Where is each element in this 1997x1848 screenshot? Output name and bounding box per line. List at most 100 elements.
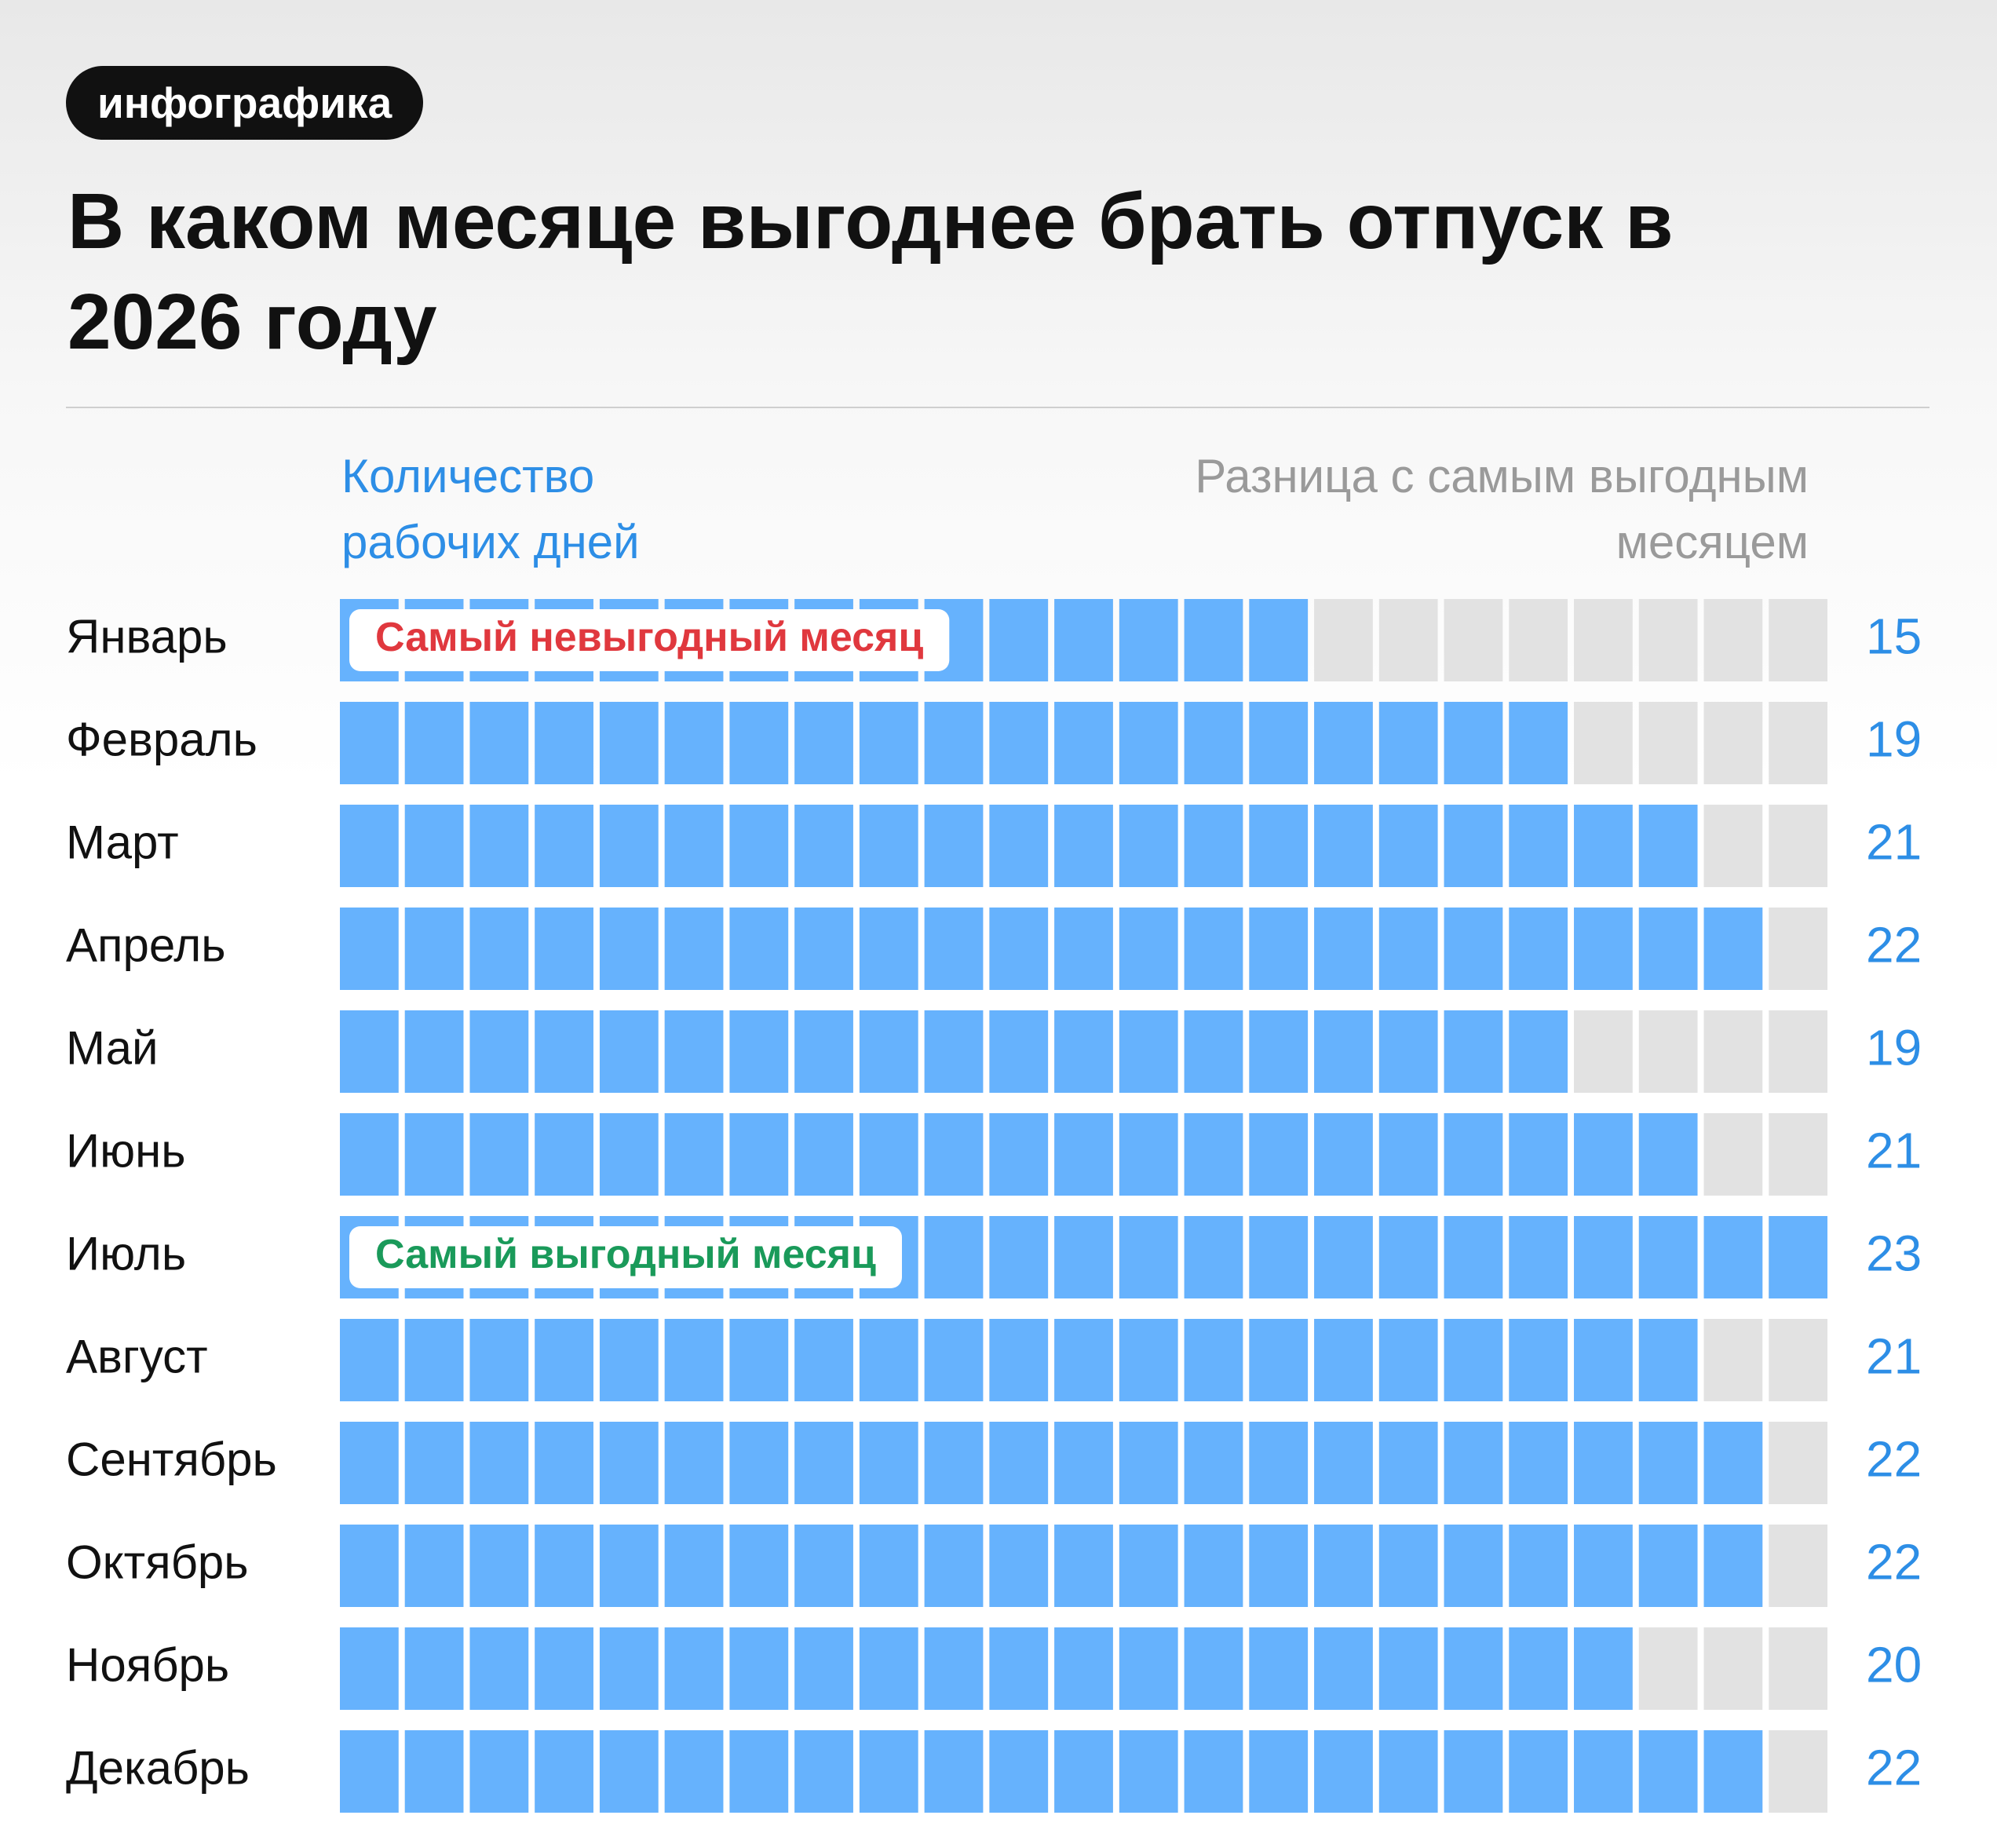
value-label: 21 — [1866, 1328, 1922, 1384]
cell — [404, 1730, 464, 1813]
cell — [1703, 908, 1763, 990]
cell — [340, 1422, 399, 1504]
cell — [664, 1422, 724, 1504]
cell — [1184, 1113, 1243, 1196]
cell — [924, 1319, 984, 1401]
empty-cell — [1769, 1010, 1827, 1093]
cell — [664, 908, 724, 990]
cell — [340, 1010, 399, 1093]
cell — [1314, 805, 1373, 887]
cell — [599, 1627, 659, 1710]
category-label: Сентябрь — [66, 1433, 277, 1485]
value-label: 21 — [1866, 1122, 1922, 1178]
cell — [1054, 1113, 1113, 1196]
tag: инфографика — [66, 66, 424, 140]
cell — [729, 1113, 789, 1196]
cell — [599, 1113, 659, 1196]
cell — [794, 1525, 853, 1607]
bar — [340, 1525, 1763, 1607]
cell — [1249, 1010, 1309, 1093]
cell — [469, 1627, 529, 1710]
cell — [1249, 1525, 1309, 1607]
cell — [1119, 1525, 1178, 1607]
cell — [1314, 1319, 1373, 1401]
cell — [989, 702, 1049, 784]
cell — [924, 1216, 984, 1298]
bar — [340, 805, 1698, 887]
cell — [1378, 908, 1438, 990]
cell — [340, 1730, 399, 1813]
cell — [794, 908, 853, 990]
cell — [1574, 1216, 1633, 1298]
cell — [340, 702, 399, 784]
category-label: Апрель — [66, 919, 226, 971]
cell — [989, 805, 1049, 887]
cell — [469, 1525, 529, 1607]
empty-cell — [1638, 702, 1698, 784]
empty-cell — [1638, 1010, 1698, 1093]
cell — [1444, 702, 1503, 784]
cell — [1703, 1525, 1763, 1607]
cell — [1378, 1730, 1438, 1813]
cell — [1444, 1113, 1503, 1196]
cell — [599, 1010, 659, 1093]
cell — [859, 702, 918, 784]
empty-cell — [1703, 702, 1763, 784]
cell — [989, 1010, 1049, 1093]
cell — [664, 1010, 724, 1093]
cell — [1184, 1627, 1243, 1710]
value-label: 22 — [1866, 1533, 1922, 1590]
empty-cell — [1769, 805, 1827, 887]
cell — [535, 908, 593, 990]
empty-cell — [1574, 599, 1633, 681]
value-label: 23 — [1866, 1225, 1922, 1281]
value-label: 19 — [1866, 1019, 1922, 1076]
cell — [1119, 1010, 1178, 1093]
cell — [404, 805, 464, 887]
empty-cell — [1378, 599, 1438, 681]
cell — [794, 1113, 853, 1196]
cell — [1378, 1525, 1438, 1607]
value-label: 19 — [1866, 710, 1922, 767]
cell — [1509, 1113, 1568, 1196]
cell — [1638, 1319, 1698, 1401]
cell — [535, 1422, 593, 1504]
annotation-box — [349, 1226, 902, 1288]
cell — [924, 1627, 984, 1710]
cell — [989, 1525, 1049, 1607]
cell — [1703, 1216, 1763, 1298]
cell — [924, 1113, 984, 1196]
cell — [599, 702, 659, 784]
empty-cell — [1703, 1627, 1763, 1710]
cell — [1184, 1216, 1243, 1298]
cell — [859, 805, 918, 887]
empty-cell — [1703, 1319, 1763, 1401]
empty-cell — [1703, 1113, 1763, 1196]
cell — [469, 805, 529, 887]
cell — [1184, 1525, 1243, 1607]
cell — [469, 1113, 529, 1196]
cell — [1378, 1216, 1438, 1298]
cell — [1314, 1113, 1373, 1196]
cell — [1314, 1216, 1373, 1298]
cell — [1638, 1216, 1698, 1298]
cell — [1054, 1525, 1113, 1607]
cell — [729, 1319, 789, 1401]
cell — [1509, 805, 1568, 887]
cell — [1054, 1422, 1113, 1504]
cell — [664, 1319, 724, 1401]
cell — [1444, 1730, 1503, 1813]
cell — [404, 1010, 464, 1093]
cell — [1184, 1319, 1243, 1401]
cell — [1054, 702, 1113, 784]
cell — [599, 1319, 659, 1401]
cell — [1574, 1113, 1633, 1196]
cell — [1119, 805, 1178, 887]
cell — [1378, 1113, 1438, 1196]
empty-cell — [1574, 702, 1633, 784]
cell — [794, 1010, 853, 1093]
cell — [535, 1319, 593, 1401]
cell — [404, 1319, 464, 1401]
separator — [66, 407, 1929, 408]
cell — [729, 702, 789, 784]
